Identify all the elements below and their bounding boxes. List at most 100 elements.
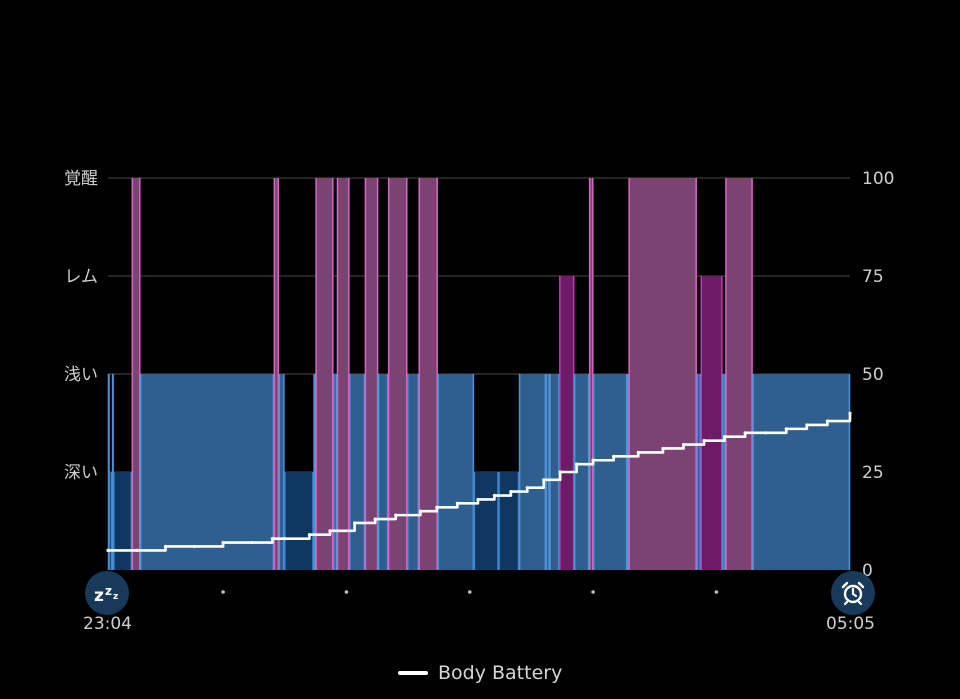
- x-tick-dot: [714, 590, 719, 594]
- x-tick-dot: [467, 590, 472, 594]
- light-block: [378, 374, 389, 570]
- body-battery-point: [848, 411, 852, 415]
- body-battery-point: [558, 470, 562, 474]
- body-battery-point: [250, 540, 254, 545]
- alarm-clock-icon: [841, 581, 865, 606]
- light-block: [574, 374, 590, 570]
- body-battery-point: [353, 521, 357, 525]
- x-tick-dot: [221, 590, 225, 594]
- body-battery-point: [394, 513, 398, 517]
- awake-block: [131, 178, 141, 570]
- battery-tick-label: 100: [862, 169, 894, 189]
- legend-line-swatch: [398, 671, 428, 675]
- body-battery-point: [373, 517, 377, 521]
- body-battery-point: [221, 540, 225, 545]
- battery-tick-label: 0: [862, 561, 873, 581]
- light-block: [278, 374, 285, 570]
- battery-axis-labels: 100 75 50 25 0: [862, 169, 894, 581]
- body-battery-point: [575, 462, 579, 466]
- x-tick-dot: [344, 590, 349, 594]
- body-battery-point: [283, 537, 287, 541]
- body-battery-point: [328, 529, 332, 533]
- awake-block: [388, 178, 408, 570]
- wake-end-button[interactable]: [831, 571, 875, 615]
- light-block: [519, 374, 546, 570]
- awake-block: [418, 178, 438, 570]
- sleep-zzz-icon: z z z: [94, 584, 118, 606]
- body-battery-point: [661, 446, 665, 451]
- body-battery-point: [455, 501, 460, 505]
- end-time-label: 05:05: [826, 614, 875, 634]
- light-block: [349, 374, 365, 570]
- battery-tick-label: 75: [862, 267, 884, 287]
- light-block: [437, 374, 474, 570]
- legend-label: Body Battery: [438, 662, 563, 684]
- body-battery-point: [135, 548, 139, 553]
- body-battery-point: [192, 544, 196, 549]
- body-battery-point: [542, 478, 546, 482]
- body-battery-point: [509, 490, 513, 494]
- body-battery-point: [636, 450, 640, 454]
- body-battery-point: [805, 423, 809, 427]
- body-battery-point: [106, 548, 110, 553]
- body-battery-line: [106, 411, 852, 553]
- awake-block: [315, 178, 334, 570]
- battery-tick-label: 25: [862, 463, 884, 483]
- sleep-start-button[interactable]: z z z: [85, 571, 129, 615]
- awake-block: [725, 178, 753, 570]
- stage-blocks: [107, 178, 851, 570]
- rem-block: [559, 276, 575, 570]
- stage-label: 浅い: [64, 365, 98, 385]
- battery-tick-label: 50: [862, 365, 884, 385]
- deep-block: [473, 472, 499, 570]
- awake-block: [336, 178, 350, 570]
- light-block: [696, 374, 701, 570]
- body-battery-point: [764, 431, 768, 435]
- body-battery-point: [702, 439, 706, 443]
- stage-label: 深い: [64, 463, 98, 483]
- deep-block: [108, 472, 113, 570]
- svg-text:z: z: [94, 586, 104, 606]
- light-block: [722, 374, 726, 570]
- body-battery-path: [108, 413, 852, 552]
- deep-block: [284, 472, 314, 570]
- x-tick-dot: [591, 590, 595, 594]
- body-battery-point: [163, 544, 168, 549]
- light-block: [407, 374, 419, 570]
- chart-legend: Body Battery: [398, 662, 562, 684]
- body-battery-point: [784, 427, 788, 431]
- awake-block: [273, 178, 279, 570]
- body-battery-point: [591, 458, 595, 462]
- start-time-label: 23:04: [83, 614, 132, 634]
- svg-text:z: z: [105, 584, 112, 598]
- body-battery-point: [476, 497, 480, 502]
- body-battery-point: [270, 537, 275, 541]
- light-block: [140, 374, 274, 570]
- body-battery-point: [418, 509, 423, 513]
- awake-block: [589, 178, 594, 570]
- body-battery-point: [723, 435, 727, 439]
- light-block: [549, 374, 560, 570]
- x-minor-ticks: [221, 590, 719, 594]
- body-battery-point: [743, 431, 747, 435]
- svg-text:z: z: [113, 592, 118, 602]
- deep-block: [498, 472, 520, 570]
- body-battery-point: [612, 454, 616, 458]
- light-block: [593, 374, 628, 570]
- awake-block: [364, 178, 379, 570]
- body-battery-point: [525, 486, 529, 490]
- body-battery-point: [435, 505, 439, 509]
- body-battery-point: [307, 533, 312, 537]
- rem-block: [700, 276, 723, 570]
- body-battery-point: [492, 493, 497, 498]
- deep-block: [113, 472, 132, 570]
- stage-label: 覚醒: [64, 169, 98, 189]
- light-block: [752, 374, 850, 570]
- awake-block: [628, 178, 697, 570]
- stage-label: レム: [64, 267, 98, 287]
- light-block: [333, 374, 337, 570]
- light-block: [545, 374, 550, 570]
- body-battery-point: [681, 442, 686, 447]
